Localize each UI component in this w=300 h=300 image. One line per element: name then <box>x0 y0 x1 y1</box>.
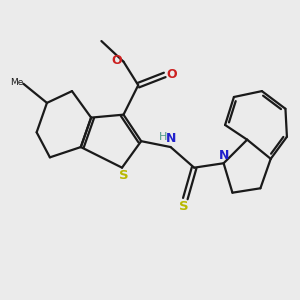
Text: Me: Me <box>10 78 24 87</box>
Text: O: O <box>166 68 176 81</box>
Text: N: N <box>218 148 229 161</box>
Text: O: O <box>112 54 122 67</box>
Text: S: S <box>119 169 128 182</box>
Text: S: S <box>179 200 189 213</box>
Text: H: H <box>158 132 167 142</box>
Text: N: N <box>166 132 176 145</box>
